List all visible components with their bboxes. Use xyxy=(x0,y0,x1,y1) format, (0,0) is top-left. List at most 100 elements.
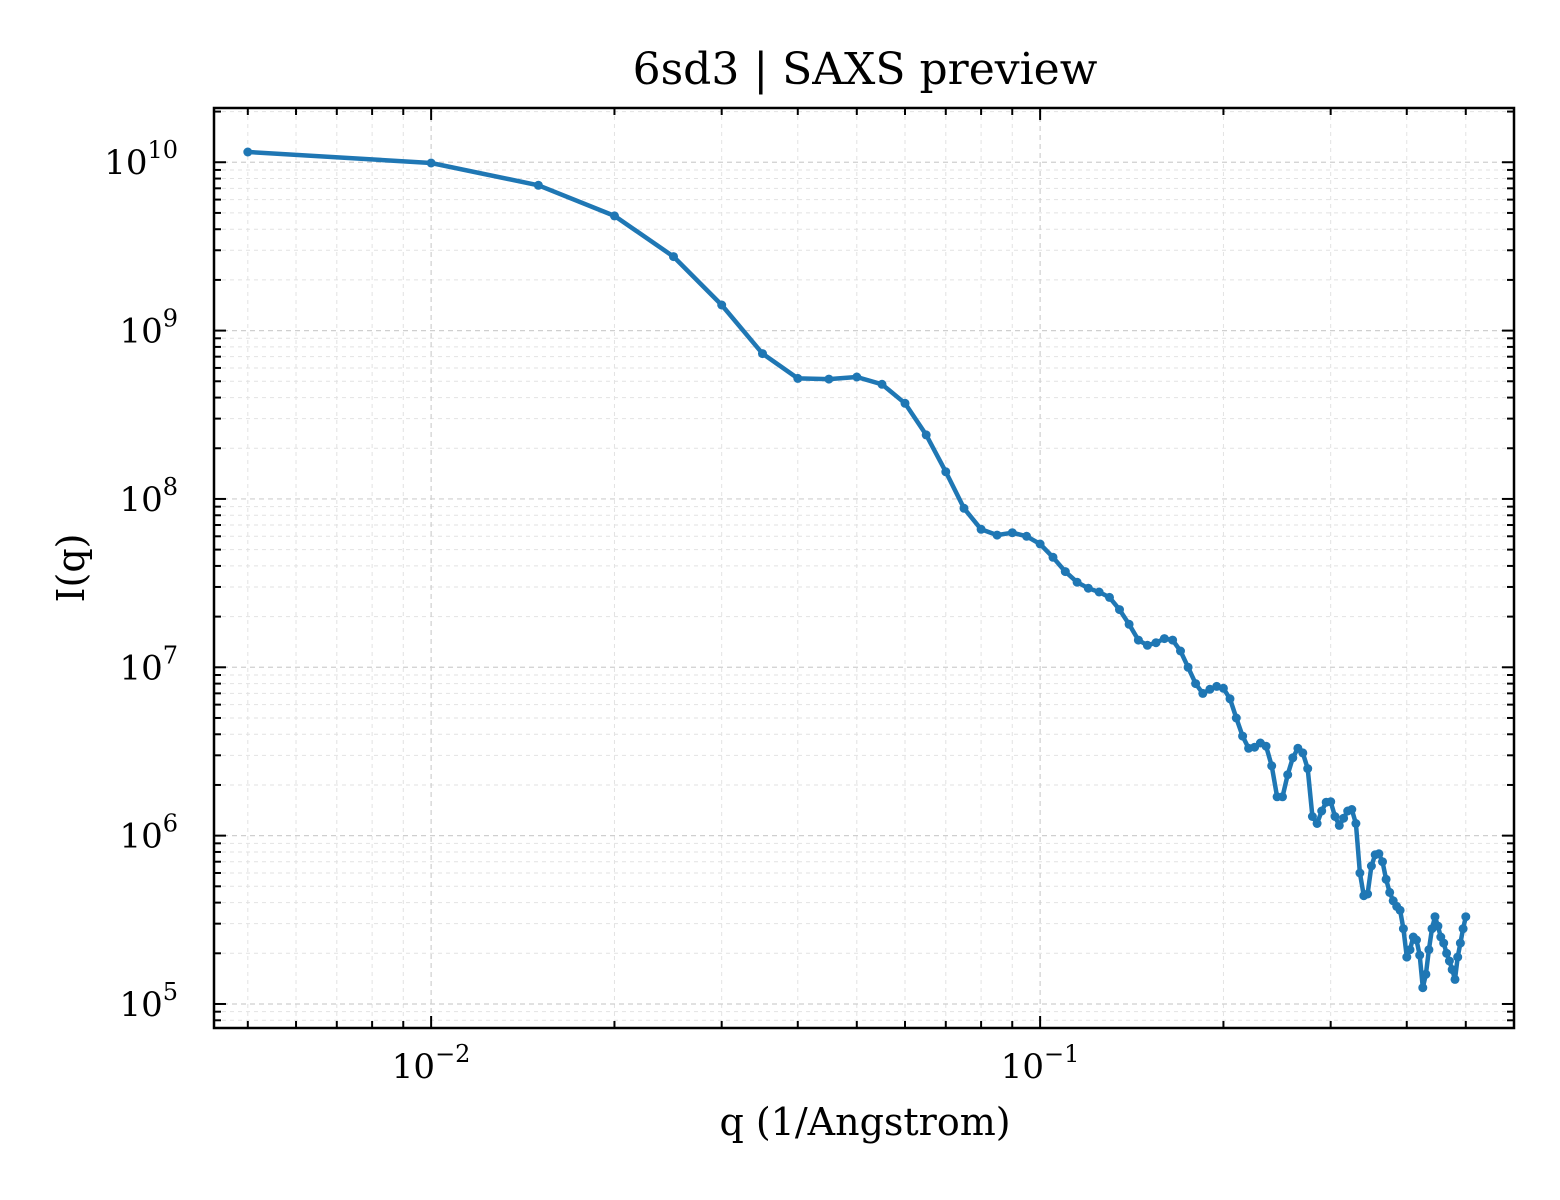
tick-label-base: 10 xyxy=(392,1047,435,1087)
data-point xyxy=(1366,861,1376,871)
data-point xyxy=(1307,812,1317,821)
data-point xyxy=(1378,857,1387,867)
data-point xyxy=(1450,974,1460,984)
minor-gridlines xyxy=(214,108,1514,1028)
data-point xyxy=(1347,805,1357,814)
tick-label-exponent: 10 xyxy=(147,136,178,164)
data-point xyxy=(1421,969,1431,979)
y-axis-label: I(q) xyxy=(49,534,93,603)
tick-label: 1010 xyxy=(104,136,178,183)
tick-label: 106 xyxy=(119,810,178,857)
data-point xyxy=(669,252,678,262)
data-point xyxy=(1312,819,1322,828)
x-axis-label: q (1/Angstrom) xyxy=(719,1100,1010,1144)
tick-label: 108 xyxy=(119,473,178,520)
data-point xyxy=(1461,912,1471,922)
data-point xyxy=(900,398,910,408)
tick-label: 10−1 xyxy=(1001,1040,1080,1087)
series-line xyxy=(245,149,1469,990)
x-tick-labels: 10−2 10−1 xyxy=(392,1040,1080,1087)
data-point xyxy=(1225,694,1235,704)
data-point xyxy=(793,373,803,383)
major-gridlines xyxy=(214,108,1514,1028)
data-point xyxy=(1218,683,1228,693)
data-point xyxy=(1183,662,1193,672)
data-point xyxy=(1455,938,1465,948)
data-point xyxy=(1168,635,1178,645)
data-point xyxy=(1424,945,1434,955)
tick-label-base: 10 xyxy=(119,312,162,352)
data-point xyxy=(1198,688,1208,698)
data-point xyxy=(1395,905,1405,915)
data-point xyxy=(1288,753,1298,763)
data-point xyxy=(1439,938,1449,948)
data-point xyxy=(1176,646,1185,656)
data-point xyxy=(852,372,862,382)
data-point xyxy=(1159,634,1169,644)
axis-ticks xyxy=(214,108,1514,1028)
data-point xyxy=(533,180,543,190)
data-point xyxy=(1412,935,1421,945)
tick-label-exponent: 9 xyxy=(163,305,178,333)
tick-label-base: 10 xyxy=(119,480,162,520)
data-point xyxy=(1115,605,1124,615)
data-point xyxy=(1402,952,1412,962)
data-point xyxy=(1303,764,1313,774)
data-point xyxy=(1151,638,1161,648)
series-points xyxy=(243,147,1471,993)
data-point xyxy=(243,147,253,157)
tick-label: 107 xyxy=(119,641,178,688)
data-point xyxy=(1317,806,1327,816)
tick-label: 10−2 xyxy=(392,1040,471,1087)
plot-frame xyxy=(212,106,1516,1030)
tick-label: 105 xyxy=(119,978,178,1025)
data-point xyxy=(1355,868,1365,878)
data-point xyxy=(959,503,969,513)
tick-label-base: 10 xyxy=(104,143,147,183)
data-point xyxy=(1105,592,1114,602)
data-point xyxy=(1453,952,1463,962)
data-point xyxy=(426,158,436,168)
data-point xyxy=(1283,770,1293,780)
chart-title: 6sd3 | SAXS preview xyxy=(633,44,1098,95)
data-point xyxy=(1083,583,1093,593)
data-point xyxy=(877,379,887,389)
tick-label-base: 10 xyxy=(1001,1047,1044,1087)
data-point xyxy=(976,524,986,534)
tick-label-exponent: 6 xyxy=(163,810,178,838)
data-point xyxy=(824,374,834,384)
data-point xyxy=(1334,820,1344,830)
data-point xyxy=(1022,531,1032,541)
tick-label: 109 xyxy=(119,305,178,352)
data-point xyxy=(1415,950,1425,960)
tick-label-exponent: 8 xyxy=(163,473,178,501)
data-point xyxy=(1444,956,1454,966)
data-point xyxy=(1094,587,1104,597)
data-point xyxy=(1405,945,1415,955)
data-point xyxy=(1007,528,1017,538)
data-point xyxy=(1430,912,1440,922)
tick-label-exponent: 5 xyxy=(163,978,178,1006)
tick-label-exponent: 7 xyxy=(163,641,178,669)
data-point xyxy=(1385,887,1395,897)
data-point xyxy=(1374,849,1384,859)
data-point xyxy=(1363,889,1373,899)
data-point xyxy=(1458,924,1468,934)
data-point xyxy=(1351,819,1361,828)
data-point xyxy=(1442,948,1452,958)
data-point xyxy=(1072,577,1082,587)
data-point xyxy=(1398,924,1408,934)
data-point xyxy=(1124,619,1134,629)
data-point xyxy=(1447,965,1457,975)
data-point xyxy=(1142,640,1152,650)
data-point xyxy=(1330,812,1340,821)
tick-label-exponent: −1 xyxy=(1044,1040,1079,1068)
data-point xyxy=(1048,552,1058,562)
data-point xyxy=(1133,635,1143,645)
data-point xyxy=(1035,539,1045,549)
data-point xyxy=(921,430,931,440)
tick-label-base: 10 xyxy=(119,985,162,1025)
data-point xyxy=(758,349,767,359)
